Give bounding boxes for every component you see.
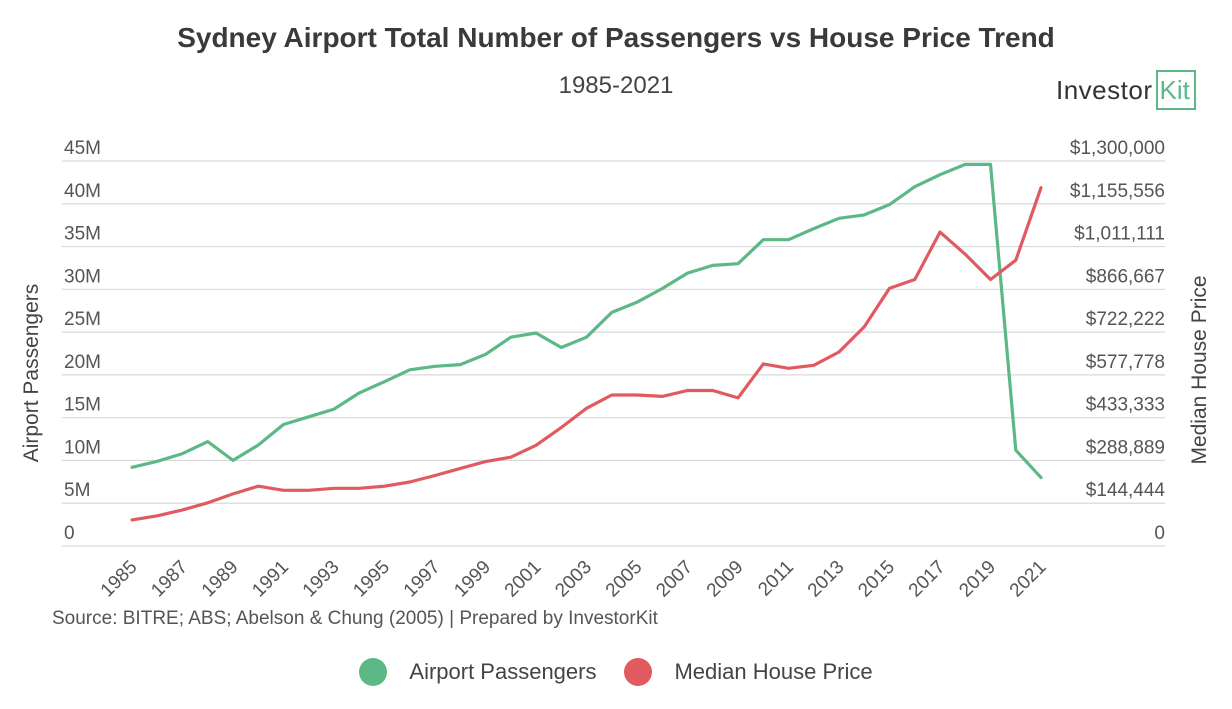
legend: Airport Passengers Median House Price: [0, 658, 1232, 686]
legend-label-house-price: Median House Price: [674, 659, 873, 684]
legend-label-passengers: Airport Passengers: [409, 659, 597, 684]
right-axis-title: Median House Price: [1188, 275, 1211, 464]
left-tick-label: 45M: [64, 138, 101, 159]
left-tick-label: 35M: [64, 224, 101, 245]
x-tick-label: 2017: [905, 557, 950, 602]
investorkit-logo: Investor Kit: [1056, 68, 1196, 112]
x-tick-label: 1985: [97, 557, 142, 602]
left-tick-label: 30M: [64, 266, 101, 287]
left-tick-label: 40M: [64, 181, 101, 202]
x-tick-label: 2021: [1006, 557, 1051, 602]
logo-word: Investor: [1056, 74, 1153, 105]
left-tick-label: 0: [64, 523, 75, 544]
right-tick-label: $1,011,111: [1074, 224, 1165, 245]
left-axis-ticks: 0 5M 10M 15M 20M 25M 30M 35M 40M 45M: [64, 138, 101, 544]
legend-dot-passengers: [359, 658, 388, 686]
chart-title: Sydney Airport Total Number of Passenger…: [177, 22, 1055, 53]
left-tick-label: 15M: [64, 395, 101, 416]
source-note: Source: BITRE; ABS; Abelson & Chung (200…: [52, 608, 658, 629]
series-lines: [130, 162, 1043, 522]
x-tick-label: 1995: [349, 557, 394, 602]
right-tick-label: $577,778: [1086, 352, 1165, 373]
right-tick-label: $433,333: [1086, 395, 1165, 416]
x-tick-label: 1997: [400, 557, 445, 602]
x-tick-label: 2015: [854, 557, 899, 602]
x-tick-label: 2013: [804, 557, 849, 602]
series-line-passengers: [130, 162, 1043, 480]
right-tick-label: 0: [1154, 523, 1165, 544]
grid-lines: [62, 160, 1165, 547]
x-tick-label: 1991: [248, 557, 293, 602]
x-axis-ticks: 1985 1987 1989 1991 1993 1995 1997 1999 2001 2003…: [97, 557, 1051, 602]
x-tick-label: 2007: [652, 557, 697, 602]
left-tick-label: 25M: [64, 309, 101, 330]
legend-dot-house-price: [624, 658, 653, 686]
right-tick-label: $866,667: [1086, 266, 1165, 287]
x-tick-label: 2019: [955, 557, 1000, 602]
right-axis-ticks: 0 $144,444 $288,889 $433,333 $577,778 $722,22…: [1070, 138, 1166, 544]
right-tick-label: $1,155,556: [1070, 181, 1165, 202]
left-tick-label: 20M: [64, 352, 101, 373]
right-tick-label: $288,889: [1086, 437, 1165, 458]
x-tick-label: 2011: [754, 557, 798, 601]
x-tick-label: 2005: [602, 557, 647, 602]
logo-boxed-word: Kit: [1155, 70, 1196, 110]
x-tick-label: 2009: [703, 557, 748, 602]
x-tick-label: 1999: [450, 557, 495, 602]
x-tick-label: 2003: [551, 557, 596, 602]
x-tick-label: 1993: [299, 557, 344, 602]
right-tick-label: $1,300,000: [1070, 138, 1165, 159]
x-tick-label: 1987: [147, 557, 192, 602]
right-tick-label: $144,444: [1086, 480, 1166, 501]
series-line-house-price: [130, 186, 1043, 522]
left-tick-label: 10M: [64, 437, 101, 458]
chart-subtitle: 1985-2021: [558, 72, 674, 99]
right-tick-label: $722,222: [1086, 309, 1165, 330]
x-tick-label: 1989: [198, 557, 243, 602]
legend-item-passengers[interactable]: Airport Passengers: [359, 658, 596, 686]
legend-item-house-price[interactable]: Median House Price: [624, 658, 873, 686]
x-tick-label: 2001: [501, 557, 546, 602]
left-axis-title: Airport Passengers: [20, 284, 43, 463]
left-tick-label: 5M: [64, 480, 90, 501]
